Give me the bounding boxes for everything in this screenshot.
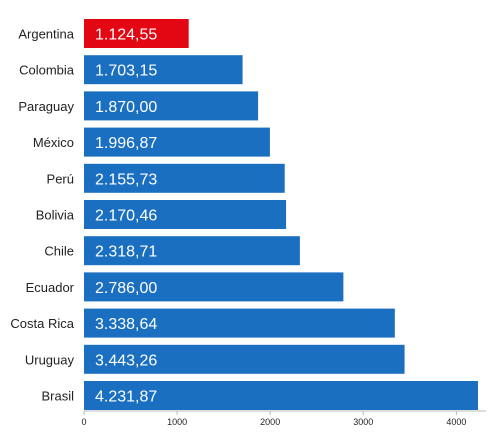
bar-paraguay	[84, 91, 259, 121]
bar-ecuador	[84, 272, 344, 302]
x-tick-label: 0	[81, 417, 86, 427]
value-labels-group: 1.124,55 1.703,15 1.870,00 1.996,87 2.155,73…	[95, 27, 157, 406]
category-label-costa-rica: Costa Rica	[10, 316, 74, 331]
category-label-ecuador: Ecuador	[26, 280, 75, 295]
x-axis: 0 1000 2000 3000 4000	[81, 410, 486, 427]
value-label-brasil: 4.231,87	[95, 389, 157, 406]
value-label-colombia: 1.703,15	[95, 63, 157, 80]
value-label-bolivia: 2.170,46	[95, 208, 157, 225]
value-label-ecuador: 2.786,00	[95, 280, 157, 297]
x-tick-label: 3000	[353, 417, 373, 427]
category-label-bolivia: Bolivia	[36, 208, 75, 223]
bar-mexico	[84, 127, 270, 157]
category-label-chile: Chile	[44, 244, 74, 259]
value-label-chile: 2.318,71	[95, 244, 157, 261]
category-label-mexico: México	[33, 135, 74, 150]
value-label-costa-rica: 3.338,64	[95, 316, 157, 333]
value-label-peru: 2.155,73	[95, 171, 157, 188]
x-tick-label: 1000	[167, 417, 187, 427]
value-label-mexico: 1.996,87	[95, 135, 157, 152]
bar-costa-rica	[84, 308, 395, 338]
bar-brasil	[84, 381, 478, 410]
category-label-paraguay: Paraguay	[18, 99, 74, 114]
category-label-brasil: Brasil	[41, 389, 74, 404]
bar-chile	[84, 236, 300, 266]
value-label-argentina: 1.124,55	[95, 27, 157, 44]
category-labels-group: Argentina Colombia Paraguay México Perú Boliv…	[10, 27, 74, 404]
category-label-peru: Perú	[47, 171, 74, 186]
bar-uruguay	[84, 344, 405, 374]
bar-colombia	[84, 55, 243, 85]
category-label-argentina: Argentina	[18, 27, 74, 42]
value-label-paraguay: 1.870,00	[95, 99, 157, 116]
bar-bolivia	[84, 200, 287, 229]
bar-peru	[84, 163, 285, 193]
x-tick-label: 2000	[260, 417, 280, 427]
x-tick-label: 4000	[446, 417, 466, 427]
category-label-colombia: Colombia	[19, 63, 75, 78]
value-label-uruguay: 3.443,26	[95, 352, 157, 369]
category-label-uruguay: Uruguay	[25, 352, 75, 367]
bars-group	[84, 19, 478, 410]
bar-argentina	[84, 19, 189, 48]
